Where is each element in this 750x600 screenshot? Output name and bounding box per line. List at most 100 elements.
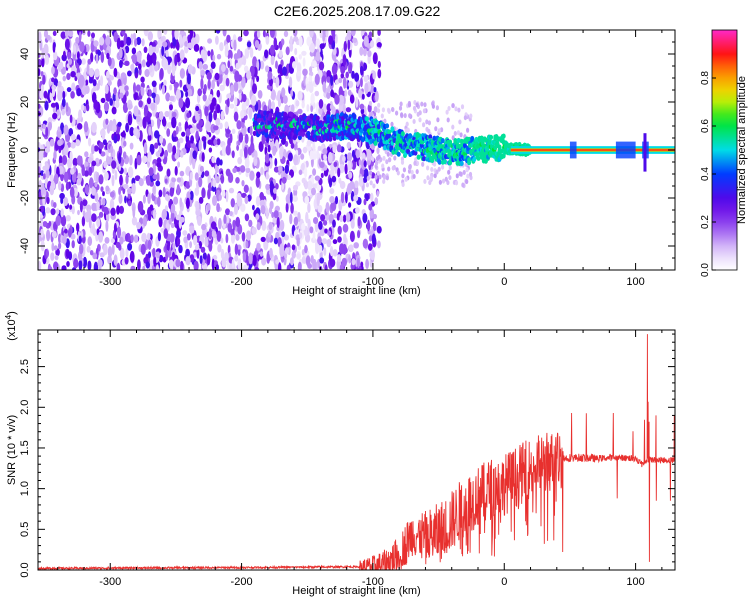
heatmap-cell <box>58 233 61 244</box>
heatmap-cell <box>45 207 51 214</box>
heatmap-cell <box>312 168 317 176</box>
heatmap-cell <box>412 174 416 179</box>
heatmap-cell <box>330 89 334 98</box>
heatmap-cell <box>160 36 164 42</box>
heatmap-cell <box>271 101 275 110</box>
heatmap-cell <box>329 103 334 110</box>
heatmap-cell <box>323 220 328 226</box>
heatmap-cell <box>258 141 264 153</box>
heatmap-cell <box>357 216 361 227</box>
heatmap-cell <box>64 38 70 51</box>
heatmap-cell <box>272 145 277 156</box>
heatmap-cell <box>229 211 233 217</box>
heatmap-cell <box>62 235 67 245</box>
heatmap-cell <box>316 149 320 160</box>
heatmap-cell <box>156 157 162 164</box>
heatmap-cell <box>309 66 313 73</box>
heatmap-cell <box>256 30 261 39</box>
heatmap-cell <box>158 217 163 228</box>
heatmap-cell <box>356 257 360 269</box>
heatmap-cell <box>360 261 364 268</box>
heatmap-cell <box>369 170 373 176</box>
heatmap-cell <box>116 205 120 215</box>
heatmap-cell <box>99 252 105 258</box>
heatmap-cell <box>346 141 351 149</box>
heatmap-cell <box>40 71 44 77</box>
heatmap-cell <box>39 89 45 100</box>
heatmap-cell <box>351 159 357 170</box>
heatmap-cell <box>95 53 99 64</box>
heatmap-cell <box>213 110 218 121</box>
heatmap-cell <box>183 236 188 244</box>
heatmap-cell <box>362 47 367 57</box>
heatmap-cell <box>441 178 446 184</box>
heatmap-cell <box>302 57 306 67</box>
heatmap-cell <box>140 86 145 97</box>
heatmap-cell <box>371 233 376 245</box>
heatmap-cell <box>157 196 161 208</box>
heatmap-cell <box>98 174 104 185</box>
heatmap-cell <box>220 110 225 121</box>
heatmap-cell <box>224 47 229 58</box>
heatmap-cell <box>467 160 472 166</box>
heatmap-cell <box>307 202 311 214</box>
heatmap-cell <box>444 176 448 182</box>
heatmap-cell <box>422 108 426 114</box>
heatmap-cell <box>219 159 223 166</box>
heatmap-cell <box>191 37 197 46</box>
heatmap-cell <box>124 257 129 265</box>
heatmap-cell <box>82 199 88 207</box>
heatmap-cell <box>257 90 263 99</box>
heatmap-cell <box>91 213 97 223</box>
heatmap-cell <box>241 121 245 129</box>
heatmap-cell <box>273 166 280 173</box>
heatmap-cell <box>310 93 315 105</box>
heatmap-cell <box>277 98 282 108</box>
heatmap-cell <box>187 64 193 75</box>
heatmap-cell <box>360 65 364 76</box>
heatmap-cell <box>309 150 314 161</box>
heatmap-cell <box>185 181 191 189</box>
heatmap-cell <box>100 186 104 192</box>
heatmap-cell <box>46 196 50 205</box>
heatmap-cell <box>180 260 184 270</box>
heatmap-cell <box>290 89 293 97</box>
heatmap-cell <box>64 30 69 38</box>
heatmap-cell <box>325 30 329 38</box>
heatmap-cell <box>268 99 272 109</box>
heatmap-cell <box>423 102 427 108</box>
heatmap-cell <box>287 152 293 162</box>
heatmap-cell <box>314 73 320 85</box>
heatmap-cell <box>59 192 65 200</box>
heatmap-cell <box>91 186 96 196</box>
heatmap-cell <box>88 166 93 176</box>
heatmap-cell <box>340 191 345 204</box>
heatmap-cell <box>123 140 127 147</box>
heatmap-cell <box>146 232 151 240</box>
heatmap-cell <box>367 219 370 232</box>
y-tick-label: 0 <box>19 147 31 153</box>
heatmap-cell <box>223 214 227 225</box>
heatmap-cell <box>279 149 284 160</box>
heatmap-cell <box>38 58 42 68</box>
heatmap-cell <box>58 181 62 191</box>
heatmap-cell <box>168 217 172 225</box>
heatmap-cell <box>72 157 78 167</box>
heatmap-cell <box>127 243 133 251</box>
heatmap-cell <box>319 43 325 50</box>
heatmap-cell <box>84 151 89 158</box>
heatmap-cell <box>103 244 108 256</box>
heatmap-cell <box>77 209 80 216</box>
heatmap-cell <box>366 175 370 181</box>
heatmap-cell <box>198 241 202 249</box>
heatmap-cell <box>213 139 218 146</box>
heatmap-cell <box>385 159 389 165</box>
heatmap-cell <box>371 156 375 162</box>
heatmap-cell <box>440 138 445 144</box>
heatmap-cell <box>342 103 346 114</box>
heatmap-cell <box>189 127 195 134</box>
y-tick-label: 2.0 <box>19 400 31 415</box>
heatmap-cell <box>94 192 99 203</box>
heatmap-cell <box>441 164 445 170</box>
heatmap-cell <box>459 160 464 166</box>
